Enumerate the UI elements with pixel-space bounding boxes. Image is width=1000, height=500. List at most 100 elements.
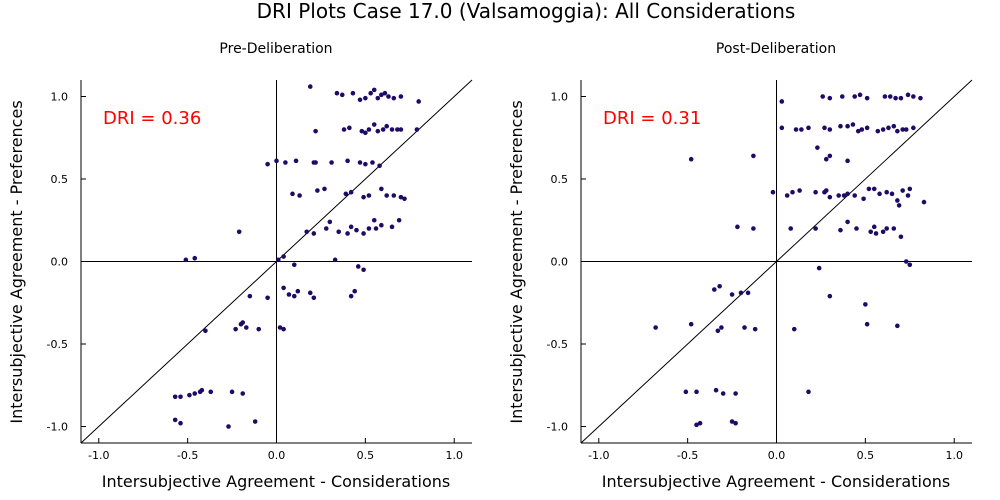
scatter-point — [395, 127, 400, 132]
scatter-point — [839, 94, 845, 99]
scatter-point — [375, 95, 381, 101]
scatter-point — [386, 94, 391, 99]
scatter-point — [357, 97, 363, 103]
scatter-point — [243, 325, 249, 330]
scatter-point — [343, 191, 349, 197]
scatter-point — [898, 95, 904, 101]
scatter-point — [371, 87, 377, 93]
x-tick-label: 1.0 — [445, 449, 463, 462]
scatter-point — [256, 326, 262, 332]
scatter-point — [875, 128, 881, 134]
pre-deliberation-panel: Pre-Deliberation Intersubjective Agreeme… — [7, 41, 473, 491]
scatter-point — [286, 292, 292, 297]
scatter-point — [297, 193, 302, 198]
scatter-point — [751, 226, 756, 231]
scatter-point — [352, 288, 358, 294]
scatter-point — [896, 203, 902, 208]
scatter-point — [715, 328, 721, 334]
scatter-point — [363, 95, 368, 101]
scatter-point — [281, 285, 286, 291]
scatter-point — [884, 226, 889, 231]
scatter-point — [921, 199, 927, 205]
scatter-point — [379, 222, 384, 228]
scatter-point — [790, 189, 795, 195]
scatter-point — [354, 227, 359, 233]
scatter-point — [313, 128, 318, 134]
scatter-point — [375, 128, 381, 134]
scatter-point — [799, 127, 804, 132]
scatter-point — [236, 229, 242, 235]
scatter-point — [880, 127, 886, 132]
y-axis-label: Intersubjective Agreement - Preferences — [7, 100, 26, 423]
scatter-point — [402, 196, 407, 202]
scatter-point — [859, 127, 865, 132]
scatter-point — [895, 323, 900, 329]
scatter-point — [820, 94, 826, 99]
scatter-point — [178, 394, 183, 400]
scatter-point — [813, 189, 818, 195]
scatter-point — [363, 130, 368, 136]
scatter-point — [233, 326, 238, 332]
scatter-point — [391, 193, 397, 198]
scatter-point — [361, 267, 366, 273]
dri-annotation: DRI = 0.36 — [103, 108, 201, 129]
scatter-point — [864, 125, 870, 131]
scatter-point — [822, 125, 827, 131]
scatter-point — [806, 125, 811, 131]
scatter-point — [735, 224, 740, 230]
scatter-point — [793, 127, 799, 132]
scatter-point — [290, 191, 295, 197]
y-tick-label: 1.0 — [51, 91, 69, 104]
scatter-point — [252, 419, 258, 424]
scatter-point — [895, 128, 900, 134]
scatter-point — [845, 219, 850, 225]
scatter-point — [827, 194, 833, 200]
scatter-point — [377, 163, 382, 169]
scatter-point — [371, 217, 377, 223]
scatter-point — [172, 417, 178, 423]
scatter-point — [348, 224, 354, 230]
scatter-point — [719, 325, 724, 330]
y-tick-label: -1.0 — [547, 421, 568, 434]
scatter-point — [366, 193, 372, 198]
scatter-point — [414, 127, 420, 132]
scatter-point — [717, 283, 722, 289]
scatter-point — [907, 262, 913, 268]
chart-title: DRI Plots Case 17.0 (Valsamoggia): All C… — [257, 0, 796, 23]
scatter-point — [863, 302, 868, 307]
scatter-point — [752, 326, 758, 332]
scatter-point — [240, 320, 246, 325]
scatter-point — [733, 420, 738, 426]
scatter-point — [711, 287, 717, 292]
dri-annotation: DRI = 0.31 — [603, 108, 701, 129]
scatter-point — [873, 231, 879, 236]
scatter-point — [713, 387, 719, 393]
scatter-point — [389, 127, 395, 132]
scatter-point — [827, 95, 833, 101]
y-tick-label: -1.0 — [47, 421, 68, 434]
scatter-point — [247, 293, 253, 299]
x-tick-label: 0.5 — [857, 449, 875, 462]
scatter-point — [348, 189, 354, 195]
scatter-point — [304, 229, 310, 235]
scatter-point — [788, 226, 794, 231]
scatter-point — [683, 389, 689, 395]
scatter-point — [275, 257, 281, 263]
scatter-point — [903, 259, 909, 264]
scatter-point — [729, 292, 735, 297]
scatter-point — [864, 321, 870, 327]
scatter-point — [295, 288, 301, 294]
scatter-point — [857, 92, 863, 98]
x-axis-label: Intersubjective Agreement - Consideratio… — [102, 472, 450, 491]
scatter-point — [350, 90, 356, 96]
scatter-point — [861, 196, 866, 202]
scatter-point — [694, 389, 699, 395]
x-tick-label: 0.5 — [357, 449, 375, 462]
scatter-point — [370, 160, 375, 165]
scatter-point — [891, 123, 897, 129]
scatter-point — [770, 189, 776, 195]
scatter-point — [323, 226, 329, 231]
scatter-point — [688, 156, 694, 162]
scatter-point — [327, 219, 333, 225]
scatter-point — [886, 125, 891, 131]
